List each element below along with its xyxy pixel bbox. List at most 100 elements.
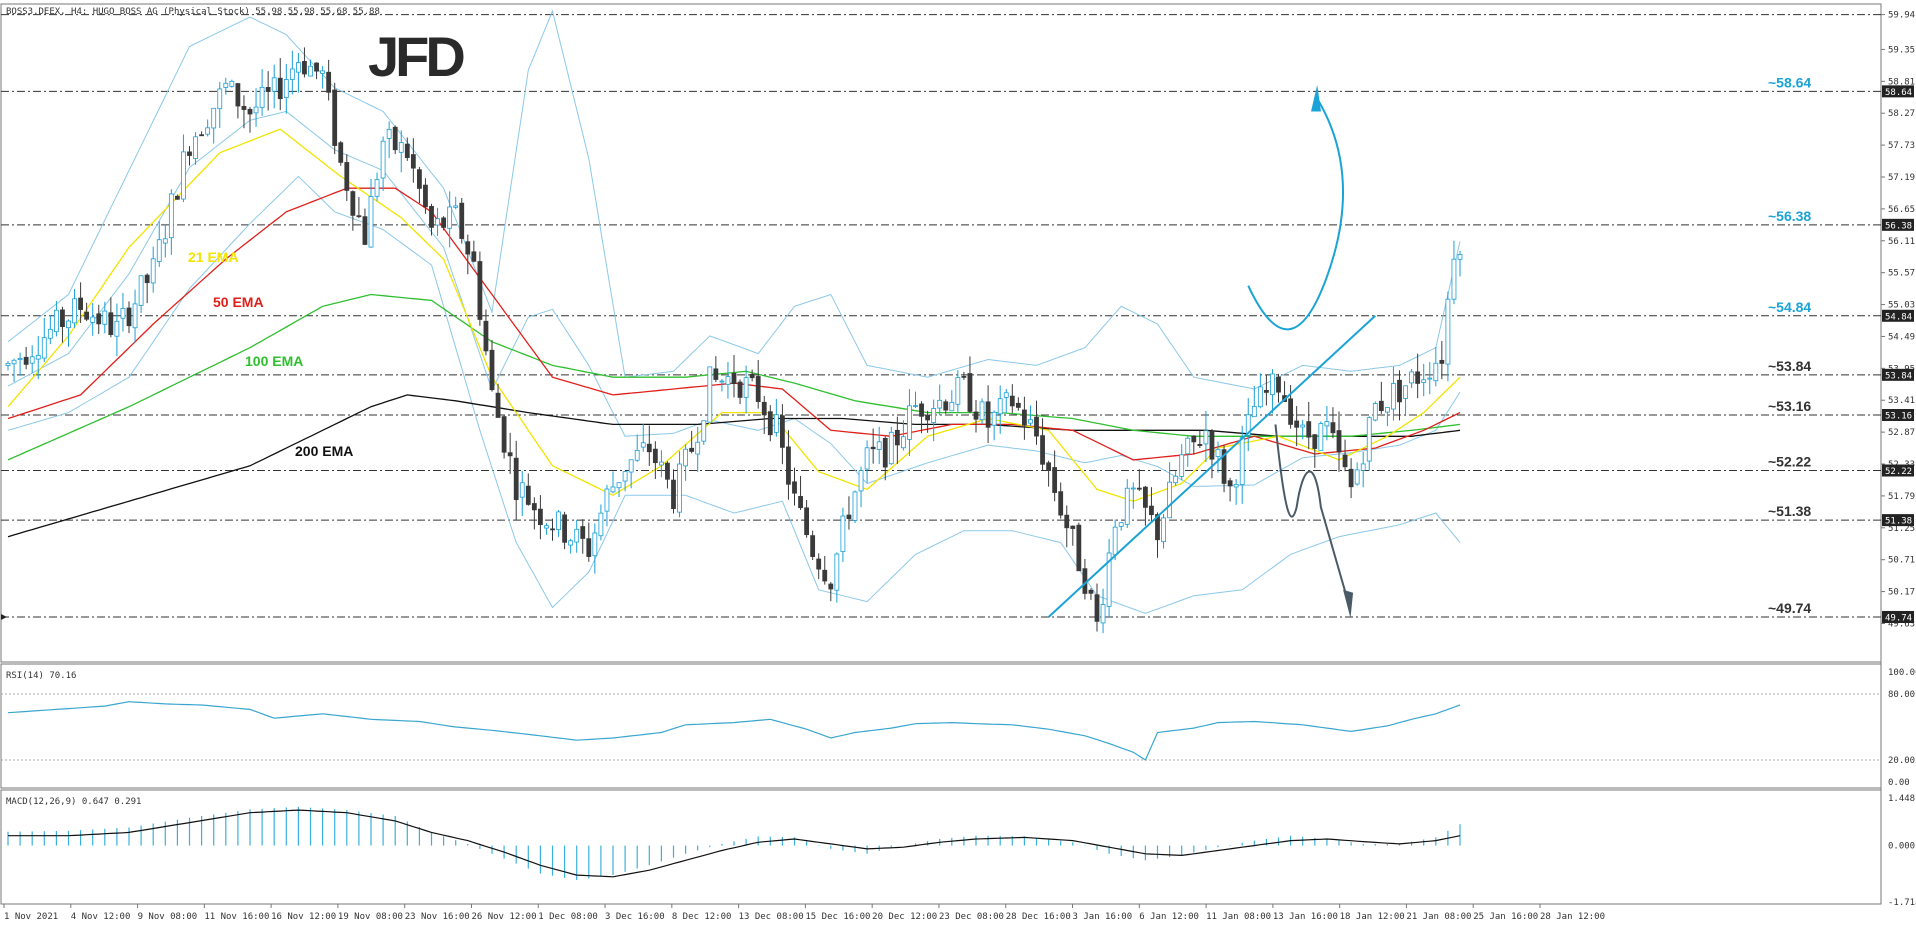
candle-down	[344, 162, 350, 191]
bearish-projection-arrow	[1274, 424, 1350, 602]
price-tag	[1882, 309, 1914, 322]
candle-up	[138, 275, 144, 306]
candle-up	[308, 65, 313, 77]
candle-up	[707, 366, 713, 423]
candle-up	[628, 459, 634, 473]
candle-up	[54, 309, 59, 333]
price-tick-label: 49.63	[1888, 619, 1915, 629]
candle-up	[901, 436, 906, 449]
candle-down	[1046, 462, 1051, 471]
candle-down	[314, 62, 319, 72]
candle-down	[326, 71, 332, 93]
price-tick-label: 50.17	[1888, 588, 1915, 598]
candle-down	[531, 503, 537, 511]
candle-up	[66, 320, 71, 329]
candle-up	[181, 151, 186, 200]
candle-down	[985, 401, 991, 428]
candle-down	[973, 411, 979, 420]
candle-down	[1439, 359, 1445, 364]
candle-up	[11, 359, 17, 365]
macd-tick-label: 0.000	[1888, 842, 1915, 852]
candle-up	[41, 337, 47, 359]
candle-up	[864, 447, 870, 470]
candle-down	[1058, 491, 1064, 516]
candle-up	[695, 441, 701, 455]
candle-down	[495, 392, 501, 418]
candle-down	[1397, 379, 1402, 403]
candle-down	[689, 447, 695, 452]
candle-down	[404, 143, 410, 158]
candle-down	[1052, 467, 1058, 493]
price-tick-label: 50.71	[1888, 556, 1915, 566]
candle-down	[465, 241, 471, 255]
candle-down	[1294, 420, 1300, 428]
candle-down	[392, 126, 398, 151]
level-label: ~54.84	[1768, 299, 1811, 315]
price-tick-label: 59.94	[1888, 11, 1915, 21]
candle-up	[1100, 604, 1106, 624]
candle-down	[507, 452, 513, 457]
candle-up	[35, 354, 41, 360]
time-tick-label: 11 Jan 08:00	[1206, 912, 1271, 922]
candle-up	[205, 127, 211, 135]
candle-down	[235, 83, 241, 107]
bearish-arrowhead	[1343, 589, 1354, 619]
candle-down	[1094, 594, 1100, 622]
candle-up	[1354, 469, 1360, 485]
candle-up	[1385, 407, 1390, 413]
candle-up	[858, 470, 864, 492]
rsi-line	[7, 701, 1461, 761]
candle-up	[1161, 517, 1166, 543]
candle-down	[967, 373, 973, 412]
candle-down	[1143, 486, 1148, 508]
candle-down	[416, 169, 422, 189]
candle-up	[1239, 437, 1245, 485]
candle-down	[882, 438, 888, 468]
macd-panel-frame	[0, 789, 1882, 905]
candle-down	[1191, 435, 1197, 443]
candle-up	[888, 431, 894, 465]
candle-down	[1306, 421, 1312, 438]
candle-down	[822, 569, 828, 582]
price-panel: 59.94 59.35 58.81 58.27 57.73 57.19 56.65 56.11…	[0, 3, 1915, 904]
time-tick-label: 9 Nov 08:00	[138, 912, 198, 922]
candle-up	[289, 68, 295, 80]
candle-up	[640, 442, 646, 448]
ema-50-line	[7, 187, 1461, 461]
candle-up	[1451, 258, 1457, 300]
candle-down	[144, 274, 150, 284]
candle-down	[780, 415, 785, 448]
candle-down	[459, 202, 465, 239]
candle-down	[562, 514, 567, 543]
candle-up	[1257, 386, 1263, 408]
ema-label: 200 EMA	[295, 443, 353, 459]
candle-up	[955, 377, 961, 405]
candle-up	[1112, 526, 1118, 556]
level-label: ~58.64	[1768, 74, 1811, 90]
candle-up	[634, 450, 640, 461]
candle-down	[1022, 409, 1027, 426]
candle-up	[156, 239, 162, 262]
candle-up	[834, 553, 840, 591]
candle-up	[622, 471, 628, 482]
candle-down	[84, 311, 90, 320]
candle-down	[671, 479, 676, 510]
candle-up	[1433, 362, 1439, 382]
candle-up	[168, 193, 174, 239]
candle-down	[441, 217, 447, 228]
candle-up	[1366, 417, 1372, 462]
candle-down	[477, 261, 483, 320]
candle-up	[610, 486, 616, 493]
price-tag-label: 58.64	[1885, 88, 1912, 98]
candle-up	[616, 482, 622, 489]
candle-up	[544, 525, 549, 529]
candle-up	[1233, 483, 1239, 488]
candle-down	[513, 457, 519, 501]
candle-down	[96, 313, 102, 325]
candle-up	[1167, 481, 1172, 519]
candle-down	[646, 443, 652, 453]
price-tag	[1882, 368, 1914, 381]
candle-down	[731, 373, 737, 384]
candle-down	[749, 373, 755, 379]
